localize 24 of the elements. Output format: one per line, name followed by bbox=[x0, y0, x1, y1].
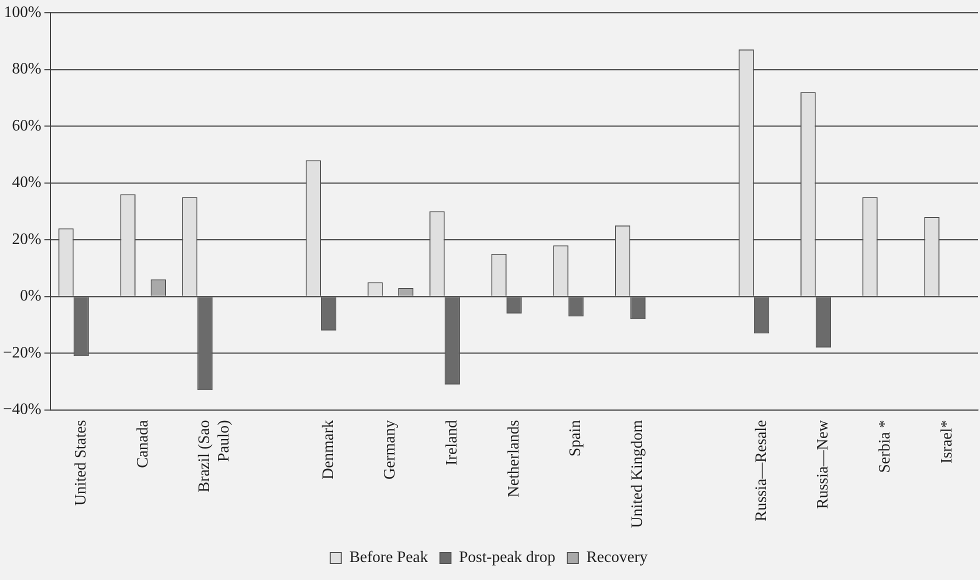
x-tick-label: Ireland bbox=[444, 420, 461, 466]
x-tick-label: Netherlands bbox=[505, 420, 522, 498]
legend-label: Before Peak bbox=[349, 549, 428, 566]
x-tick-label: Serbia * bbox=[876, 420, 894, 473]
legend-label: Post-peak drop bbox=[458, 549, 556, 566]
y-tick-label: 80% bbox=[12, 60, 42, 78]
y-tick-label: 60% bbox=[12, 117, 42, 134]
x-tick-label: Spain bbox=[567, 420, 584, 456]
x-tick-label: Germany bbox=[382, 420, 399, 480]
x-tick-label: Canada bbox=[134, 420, 152, 468]
legend-label: Recovery bbox=[586, 549, 648, 566]
y-tick-label: 100% bbox=[4, 4, 42, 21]
x-tick-label: Brazil (Sao Paulo) bbox=[196, 420, 232, 492]
x-tick-label: Russia—New bbox=[814, 420, 832, 509]
x-tick-label: Israel* bbox=[938, 420, 956, 464]
x-tick-label: United States bbox=[72, 420, 90, 506]
y-tick-label: −20% bbox=[2, 344, 42, 362]
x-tick-label: Russia—Resale bbox=[752, 420, 770, 522]
y-tick-label: 0% bbox=[20, 288, 42, 305]
x-tick-label: United Kingdom bbox=[629, 419, 646, 528]
x-tick-label: Denmark bbox=[320, 420, 337, 480]
y-tick-label: 40% bbox=[12, 174, 42, 192]
y-tick-label: −40% bbox=[2, 401, 42, 418]
y-tick-label: 20% bbox=[12, 230, 42, 248]
